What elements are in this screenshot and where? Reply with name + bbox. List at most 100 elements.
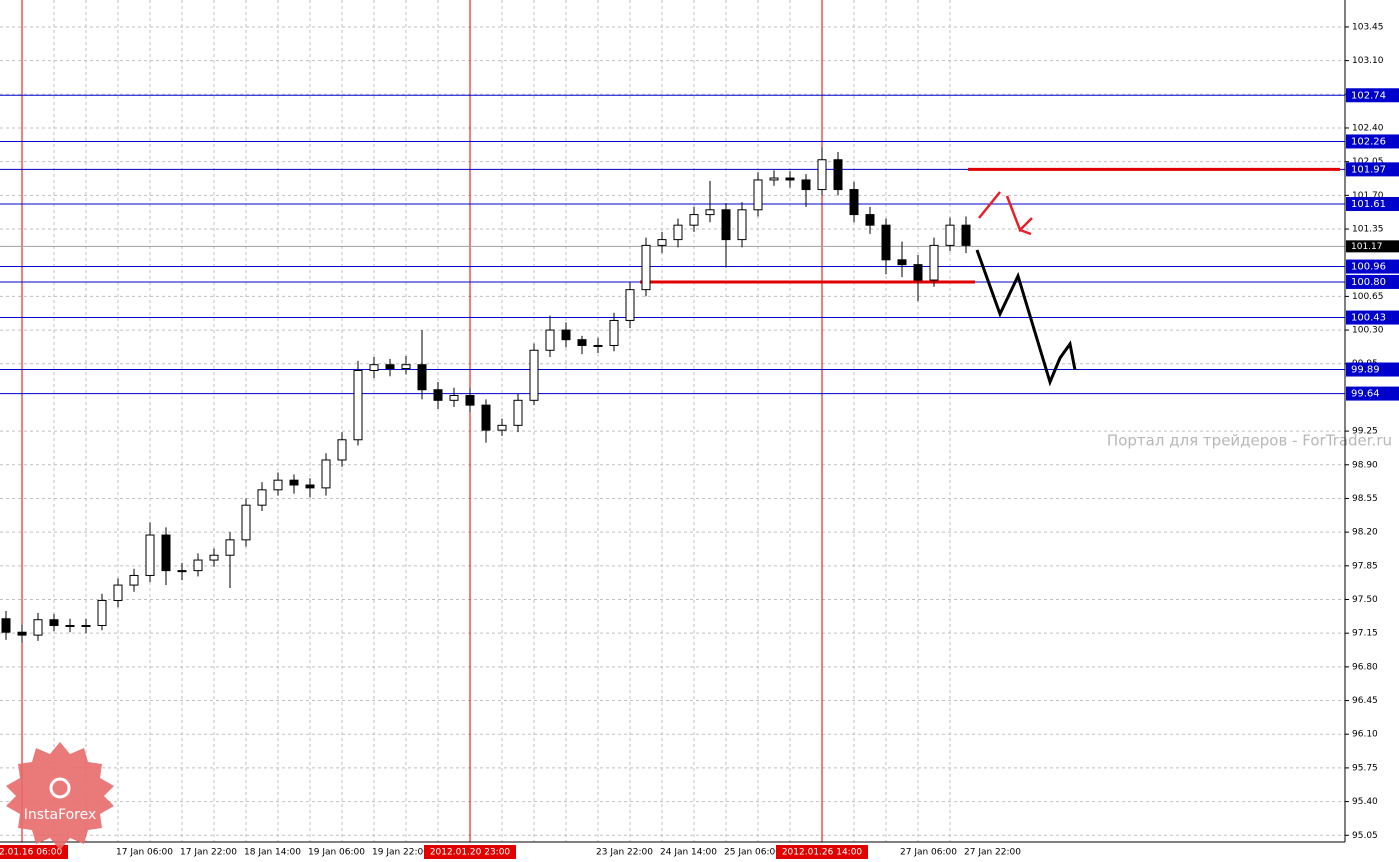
x-tick-label: 27 Jan 06:00 bbox=[900, 848, 957, 858]
candle-body bbox=[225, 539, 235, 556]
x-tick-label: 25 Jan 06:00 bbox=[724, 848, 781, 858]
level-label-box bbox=[1346, 162, 1399, 177]
candle-body bbox=[529, 349, 539, 401]
level-label-box bbox=[1346, 259, 1399, 274]
candle-body bbox=[113, 584, 123, 601]
red-arrow-tip bbox=[1019, 228, 1032, 236]
y-tick-label: 98.55 bbox=[1352, 494, 1378, 504]
candle-body bbox=[433, 389, 443, 401]
x-tick-label: 27 Jan 22:00 bbox=[964, 848, 1021, 858]
candle-body bbox=[449, 394, 459, 401]
candle-body bbox=[465, 394, 475, 406]
y-tick-label: 97.50 bbox=[1352, 595, 1378, 605]
level-label: 99.89 bbox=[1351, 365, 1380, 376]
candle-body bbox=[897, 259, 907, 266]
y-tick-label: 99.25 bbox=[1352, 427, 1378, 437]
candle-body bbox=[33, 619, 43, 636]
y-tick-label: 103.45 bbox=[1352, 22, 1384, 32]
candle-body bbox=[81, 624, 91, 627]
candle-body bbox=[577, 339, 587, 346]
watermark: Портал для трейдеров - ForTrader.ru bbox=[1107, 432, 1392, 450]
candle-body bbox=[241, 504, 251, 541]
candle-body bbox=[865, 214, 875, 226]
y-tick-label: 95.75 bbox=[1352, 763, 1378, 773]
y-tick-label: 103.10 bbox=[1352, 56, 1384, 66]
candles bbox=[1, 147, 971, 643]
level-label: 102.26 bbox=[1351, 136, 1386, 147]
candle-body bbox=[193, 559, 203, 572]
candle-body bbox=[817, 159, 827, 191]
y-tick-label: 97.15 bbox=[1352, 629, 1378, 639]
candle-body bbox=[833, 159, 843, 191]
candle-body bbox=[65, 624, 75, 627]
y-tick-label: 95.05 bbox=[1352, 831, 1378, 841]
level-label-box bbox=[1346, 362, 1399, 377]
levels bbox=[0, 0, 1345, 842]
level-label: 99.64 bbox=[1351, 389, 1380, 400]
level-label: 101.97 bbox=[1351, 164, 1386, 175]
candle-body bbox=[689, 214, 699, 226]
logo: InstaForex bbox=[6, 742, 114, 850]
candle-body bbox=[849, 189, 859, 216]
y-tick-label: 102.05 bbox=[1352, 157, 1384, 167]
candle-body bbox=[497, 424, 507, 431]
candle-body bbox=[401, 364, 411, 370]
candle-body bbox=[881, 224, 891, 261]
x-tick-highlight bbox=[776, 845, 868, 859]
y-tick-label: 101.70 bbox=[1352, 191, 1384, 201]
y-tick-label: 101.35 bbox=[1352, 225, 1384, 235]
x-tick-label: 19 Jan 06:00 bbox=[308, 848, 365, 858]
y-tick-label: 96.80 bbox=[1352, 662, 1378, 672]
level-label: 100.96 bbox=[1351, 262, 1386, 273]
level-label: 100.43 bbox=[1351, 313, 1386, 324]
candle-body bbox=[785, 177, 795, 181]
level-label: 101.61 bbox=[1351, 199, 1386, 210]
x-tick-label: 2012.01.16 06:00 bbox=[0, 848, 62, 858]
x-tick-label: 2012.01.20 23:00 bbox=[430, 848, 511, 858]
x-tick-label: 23 Jan 22:00 bbox=[596, 848, 653, 858]
axis: 103.45103.10102.75102.40102.05101.70101.… bbox=[0, 22, 1399, 859]
y-tick-label: 102.40 bbox=[1352, 123, 1384, 133]
candle-body bbox=[289, 479, 299, 486]
last-price-label: 101.17 bbox=[1351, 242, 1383, 252]
candle-body bbox=[385, 364, 395, 370]
candle-body bbox=[545, 329, 555, 351]
candle-body bbox=[145, 534, 155, 576]
x-tick-label: 24 Jan 14:00 bbox=[660, 848, 717, 858]
candle-body bbox=[353, 369, 363, 441]
candle-body bbox=[705, 209, 715, 216]
x-tick-label: 17 Jan 22:00 bbox=[180, 848, 237, 858]
candle-body bbox=[561, 329, 571, 341]
candle-body bbox=[337, 439, 347, 461]
candle-body bbox=[257, 489, 267, 506]
candle-body bbox=[593, 344, 603, 347]
x-tick-label: 17 Jan 06:00 bbox=[116, 848, 173, 858]
level-label-box bbox=[1346, 310, 1399, 325]
candle-body bbox=[321, 459, 331, 489]
x-tick-label: 19 Jan 22:00 bbox=[372, 848, 429, 858]
level-label: 102.74 bbox=[1351, 90, 1386, 101]
red-arrow-up bbox=[978, 191, 1001, 219]
level-label: 100.80 bbox=[1351, 277, 1386, 288]
level-label-box bbox=[1346, 88, 1399, 103]
candle-body bbox=[657, 239, 667, 246]
candle-body bbox=[801, 179, 811, 191]
x-tick-label: 18 Jan 14:00 bbox=[244, 848, 301, 858]
y-tick-label: 96.45 bbox=[1352, 696, 1378, 706]
last-price-box bbox=[1346, 240, 1399, 253]
y-tick-label: 98.90 bbox=[1352, 460, 1378, 470]
candle-body bbox=[513, 399, 523, 426]
candle-body bbox=[273, 479, 283, 491]
candle-body bbox=[97, 599, 107, 626]
candle-body bbox=[209, 554, 219, 561]
candle-body bbox=[49, 619, 59, 626]
candle-body bbox=[641, 244, 651, 291]
x-tick-highlight bbox=[424, 845, 516, 859]
candle-body bbox=[609, 319, 619, 346]
candle-body bbox=[481, 404, 491, 431]
candle-body bbox=[929, 244, 939, 281]
candle-body bbox=[961, 224, 971, 246]
candle-body bbox=[417, 364, 427, 391]
